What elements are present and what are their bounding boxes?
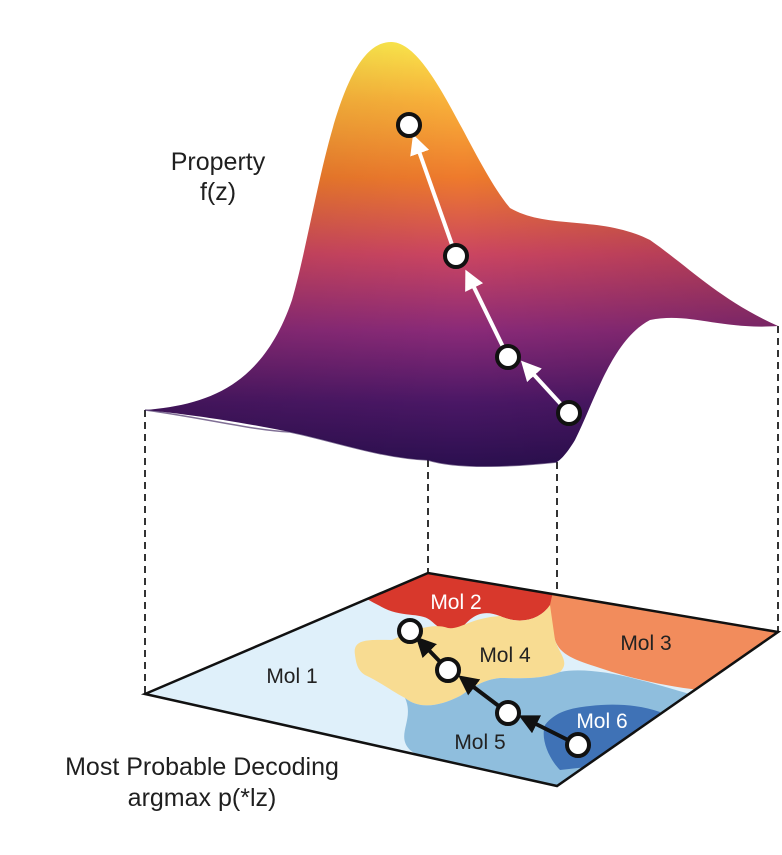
surface-point-1	[556, 400, 582, 426]
surface-point-4	[396, 112, 422, 138]
region-label-mol-4: Mol 4	[479, 644, 531, 667]
surface-point-3	[443, 243, 469, 269]
property-label: Property f(z)	[171, 148, 266, 206]
latent-point-4	[397, 618, 423, 644]
region-label-mol-5: Mol 5	[454, 731, 505, 754]
region-label-mol-2: Mol 2	[430, 591, 481, 614]
latent-point-3	[435, 657, 461, 683]
property-label-line2: f(z)	[200, 178, 236, 206]
latent-point-1	[565, 732, 591, 758]
region-label-mol-6: Mol 6	[576, 710, 627, 733]
decoding-caption: Most Probable Decoding argmax p(*lz)	[22, 752, 382, 814]
property-label-line1: Property	[171, 148, 266, 176]
surface-point-2	[495, 344, 521, 370]
region-label-mol-3: Mol 3	[620, 632, 671, 655]
decoding-caption-line2: argmax p(*lz)	[127, 784, 277, 812]
plane-outline	[140, 571, 782, 788]
region-label-mol-1: Mol 1	[266, 665, 317, 688]
latent-path	[397, 618, 591, 758]
latent-point-2	[495, 700, 521, 726]
decoding-caption-line1: Most Probable Decoding	[65, 753, 339, 781]
ascent-path	[396, 112, 582, 426]
region-mol-4	[354, 605, 565, 706]
